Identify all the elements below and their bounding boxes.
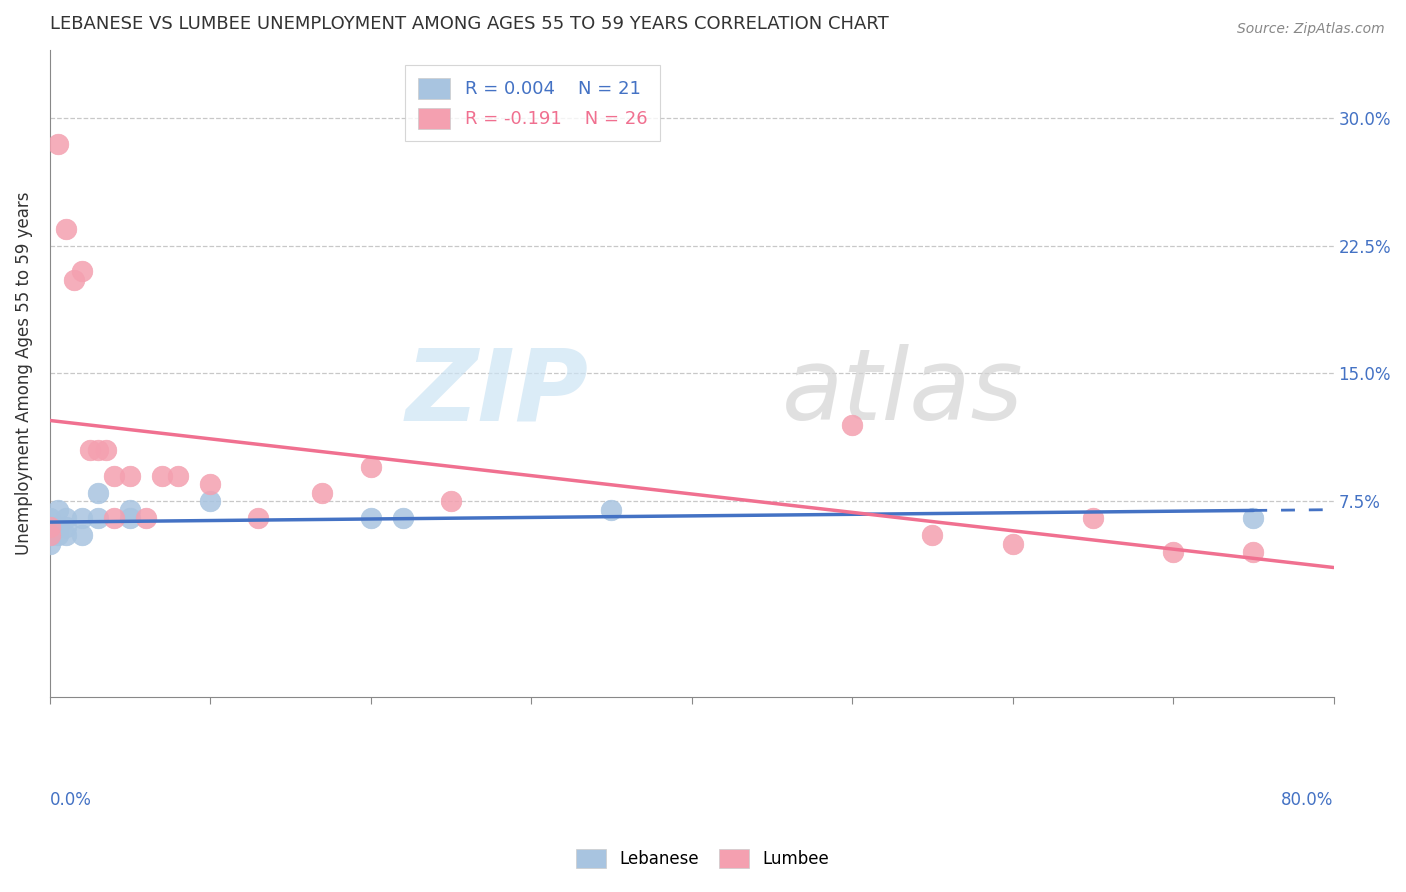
Point: [79, 443, 101, 458]
Point: [38, 528, 60, 542]
Y-axis label: Unemployment Among Ages 55 to 59 years: Unemployment Among Ages 55 to 59 years: [15, 192, 32, 555]
Point: [1241, 511, 1264, 525]
Text: LEBANESE VS LUMBEE UNEMPLOYMENT AMONG AGES 55 TO 59 YEARS CORRELATION CHART: LEBANESE VS LUMBEE UNEMPLOYMENT AMONG AG…: [49, 15, 889, 33]
Point: [94, 443, 117, 458]
Point: [46, 528, 69, 542]
Point: [87, 511, 110, 525]
Point: [600, 502, 623, 516]
Point: [360, 511, 382, 525]
Point: [440, 494, 463, 508]
Point: [921, 528, 943, 542]
Text: ZIP: ZIP: [406, 344, 589, 442]
Point: [38, 537, 60, 551]
Point: [198, 494, 221, 508]
Point: [135, 511, 157, 525]
Point: [311, 485, 333, 500]
Legend: R = 0.004    N = 21, R = -0.191    N = 26: R = 0.004 N = 21, R = -0.191 N = 26: [405, 65, 661, 141]
Point: [1001, 537, 1024, 551]
Point: [38, 520, 60, 534]
Point: [247, 511, 270, 525]
Point: [55, 528, 77, 542]
Point: [55, 511, 77, 525]
Point: [38, 528, 60, 542]
Point: [46, 502, 69, 516]
Text: atlas: atlas: [782, 344, 1024, 442]
Point: [70, 511, 93, 525]
Point: [103, 468, 125, 483]
Point: [38, 511, 60, 525]
Point: [1161, 545, 1184, 559]
Point: [87, 443, 110, 458]
Legend: Lebanese, Lumbee: Lebanese, Lumbee: [569, 842, 837, 875]
Point: [150, 468, 173, 483]
Point: [38, 520, 60, 534]
Text: 0.0%: 0.0%: [49, 791, 91, 809]
Point: [391, 511, 413, 525]
Point: [62, 273, 84, 287]
Point: [1241, 545, 1264, 559]
Point: [118, 468, 141, 483]
Point: [118, 502, 141, 516]
Point: [118, 511, 141, 525]
Text: Source: ZipAtlas.com: Source: ZipAtlas.com: [1237, 22, 1385, 37]
Point: [55, 221, 77, 235]
Point: [55, 520, 77, 534]
Point: [87, 485, 110, 500]
Point: [167, 468, 190, 483]
Point: [1081, 511, 1104, 525]
Point: [103, 511, 125, 525]
Point: [70, 264, 93, 278]
Point: [46, 520, 69, 534]
Text: 80.0%: 80.0%: [1281, 791, 1333, 809]
Point: [360, 460, 382, 475]
Point: [70, 528, 93, 542]
Point: [841, 417, 863, 432]
Point: [198, 477, 221, 491]
Point: [46, 136, 69, 151]
